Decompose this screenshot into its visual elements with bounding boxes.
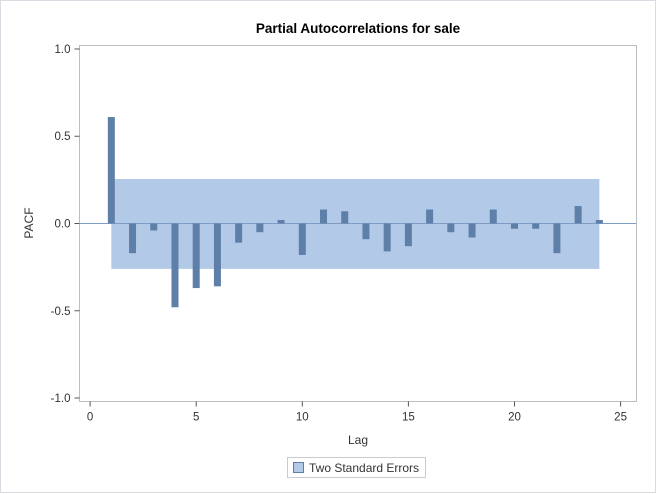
pacf-bar-lag-1 — [107, 117, 115, 224]
legend-box — [287, 457, 426, 478]
pacf-bar-lag-9 — [277, 220, 285, 224]
pacf-bar-lag-17 — [447, 223, 455, 233]
x-tick-label-10: 10 — [296, 412, 309, 424]
x-tick-label-25: 25 — [614, 412, 627, 424]
y-tick-label-0: 0.0 — [55, 219, 71, 231]
x-tick-label-20: 20 — [508, 412, 521, 424]
pacf-bar-lag-8 — [256, 223, 264, 233]
y-tick-label-0_5: 0.5 — [55, 131, 71, 143]
pacf-bar-lag-7 — [235, 223, 243, 243]
pacf-bar-lag-4 — [171, 223, 179, 308]
pacf-bar-lag-19 — [489, 209, 497, 224]
legend: Two Standard Errors — [287, 457, 426, 478]
y-tick-label--1: -1.0 — [51, 393, 71, 405]
pacf-bar-lag-10 — [298, 223, 306, 255]
pacf-bar-lag-16 — [426, 209, 434, 224]
pacf-bar-lag-5 — [192, 223, 200, 289]
y-axis-label: PACF — [22, 207, 36, 238]
x-tick-label-0: 0 — [87, 412, 93, 424]
pacf-bar-lag-23 — [574, 206, 582, 224]
axes: 0 5 10 15 20 25 -1.0 -0.5 0.0 0.5 1.0 — [51, 44, 627, 424]
x-tick-label-5: 5 — [193, 412, 199, 424]
y-tick-label-1: 1.0 — [55, 44, 71, 56]
x-axis-label: Lag — [348, 433, 368, 447]
pacf-bar-lag-18 — [468, 223, 476, 238]
pacf-bar-lag-21 — [532, 223, 540, 229]
legend-swatch-two-standard-errors — [293, 462, 304, 473]
y-tick-label--0_5: -0.5 — [51, 306, 71, 318]
pacf-bar-lag-2 — [129, 223, 137, 254]
pacf-bar-lag-6 — [213, 223, 221, 287]
pacf-bar-lag-20 — [510, 223, 518, 229]
pacf-bar-lag-12 — [341, 211, 349, 224]
pacf-bar-lag-22 — [553, 223, 561, 254]
x-tick-label-15: 15 — [402, 412, 415, 424]
pacf-bar-lag-15 — [404, 223, 412, 247]
legend-label-two-standard-errors: Two Standard Errors — [309, 461, 419, 475]
pacf-bar-lag-11 — [320, 209, 328, 224]
plot-area — [79, 117, 637, 308]
pacf-bar-lag-24 — [595, 220, 603, 224]
pacf-bar-lag-13 — [362, 223, 370, 240]
pacf-bar-lag-14 — [383, 223, 391, 252]
chart-title: Partial Autocorrelations for sale — [256, 21, 461, 36]
pacf-bar-lag-3 — [150, 223, 158, 231]
